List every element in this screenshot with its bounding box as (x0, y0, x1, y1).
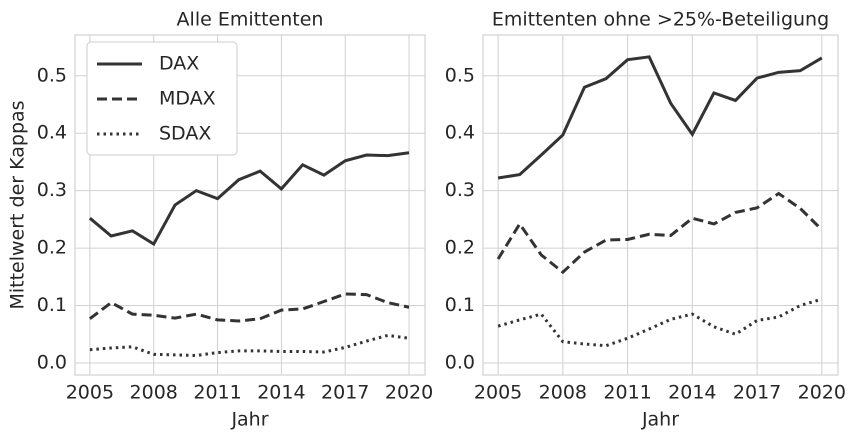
y-tick-label: 0.0 (445, 351, 475, 373)
data-line (89, 333, 410, 357)
x-tick-label: 2011 (193, 382, 241, 404)
y-axis-label: Mittelwert der Kappas (7, 100, 29, 309)
data-line (497, 297, 823, 348)
x-tick-label: 2017 (321, 382, 369, 404)
y-tick-label: 0.3 (445, 179, 475, 201)
data-line (88, 292, 410, 323)
y-tick-label: 0.4 (445, 122, 475, 144)
y-tick-label: 0.0 (37, 351, 67, 373)
y-tick-label: 0.2 (445, 237, 475, 259)
y-tick-label: 0.1 (445, 294, 475, 316)
data-line (88, 151, 410, 247)
x-tick-label: 2005 (66, 382, 114, 404)
y-tick-label: 0.3 (37, 179, 67, 201)
plot-frame (482, 34, 839, 376)
legend: DAX MDAX SDAX (86, 41, 238, 156)
x-axis-label: Jahr (230, 409, 268, 431)
data-line (497, 55, 823, 180)
y-tick-label: 0.5 (37, 64, 67, 86)
y-tick-label: 0.4 (37, 122, 67, 144)
plot-frame (74, 34, 426, 376)
x-tick-label: 2008 (130, 382, 178, 404)
x-axis-label: Jahr (641, 409, 679, 431)
x-tick-label: 2014 (257, 382, 305, 404)
legend-box (86, 41, 238, 156)
x-tick-label: 2014 (668, 382, 716, 404)
legend-label: MDAX (159, 88, 216, 110)
data-line (496, 191, 823, 275)
x-tick-label: 2020 (385, 382, 433, 404)
x-tick-label: 2020 (798, 382, 846, 404)
legend-label: SDAX (159, 123, 211, 145)
x-tick-label: 2017 (733, 382, 781, 404)
x-tick-label: 2011 (603, 382, 651, 404)
chart-title: Emittenten ohne >25%-Beteiligung (492, 9, 829, 31)
legend-label: DAX (159, 53, 199, 75)
y-tick-label: 0.5 (445, 64, 475, 86)
x-tick-label: 2005 (474, 382, 522, 404)
x-tick-label: 2008 (539, 382, 587, 404)
y-tick-label: 0.2 (37, 237, 67, 259)
chart-title: Alle Emittenten (177, 9, 324, 31)
y-tick-label: 0.1 (37, 294, 67, 316)
